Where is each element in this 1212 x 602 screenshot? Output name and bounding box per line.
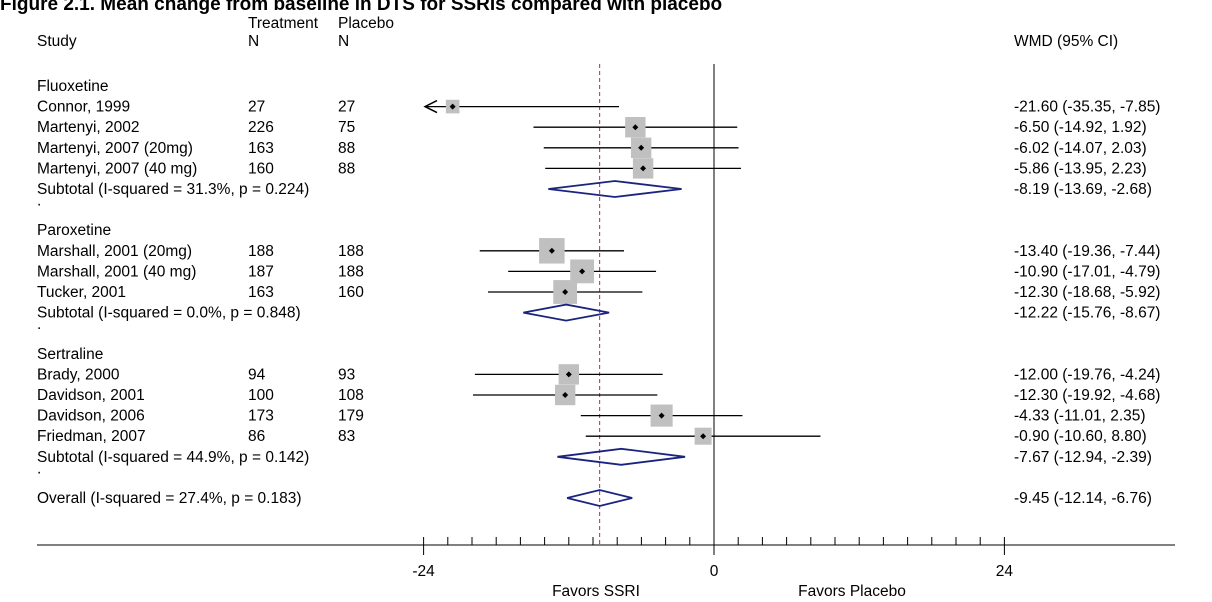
- x-tick-label: -24: [412, 563, 435, 580]
- study-ci-text: -12.30 (-19.92, -4.68): [1014, 387, 1160, 404]
- header-placebo: Placebo: [338, 15, 394, 32]
- treatment-n: 173: [248, 408, 274, 425]
- subtotal-label: Subtotal (I-squared = 0.0%, p = 0.848): [37, 305, 301, 322]
- treatment-n: 226: [248, 119, 274, 136]
- study-ci-text: -4.33 (-11.01, 2.35): [1014, 408, 1146, 425]
- study-point-estimate: [548, 247, 555, 254]
- placebo-n: 75: [338, 119, 355, 136]
- study-point-estimate: [640, 165, 647, 172]
- study-ci-text: -6.50 (-14.92, 1.92): [1014, 119, 1147, 136]
- study-point-estimate: [700, 433, 707, 440]
- x-axis-label-right: Favors Placebo: [798, 583, 906, 600]
- placebo-n: 179: [338, 408, 364, 425]
- subtotal-label: Subtotal (I-squared = 31.3%, p = 0.224): [37, 181, 309, 198]
- study-name: Martenyi, 2007 (40 mg): [37, 160, 197, 177]
- study-point-estimate: [658, 412, 665, 419]
- study-ci-text: -12.00 (-19.76, -4.24): [1014, 366, 1160, 383]
- header-treatment-n: N: [248, 33, 259, 50]
- study-name: Marshall, 2001 (20mg): [37, 243, 192, 260]
- treatment-n: 187: [248, 263, 274, 280]
- study-name: Connor, 1999: [37, 99, 130, 116]
- placebo-n: 83: [338, 428, 355, 445]
- placebo-n: 160: [338, 284, 364, 301]
- subtotal-label: Subtotal (I-squared = 44.9%, p = 0.142): [37, 449, 309, 466]
- study-point-estimate: [562, 289, 569, 295]
- subtotal-diamond: [523, 303, 610, 322]
- subtotal-diamond: [557, 447, 686, 466]
- ci-arrow: [423, 99, 438, 114]
- study-name: Davidson, 2001: [37, 387, 145, 404]
- study-point-estimate: [632, 124, 639, 131]
- study-ci-text: -12.30 (-18.68, -5.92): [1014, 284, 1160, 301]
- study-ci-text: -5.86 (-13.95, 2.23): [1014, 160, 1147, 177]
- subtotal-ci-text: -8.19 (-13.69, -2.68): [1014, 181, 1152, 198]
- treatment-n: 163: [248, 140, 274, 157]
- spacer-dot: .: [37, 193, 41, 210]
- study-name: Brady, 2000: [37, 366, 120, 383]
- x-axis-label-left: Favors SSRI: [552, 583, 640, 600]
- study-ci-text: -6.02 (-14.07, 2.03): [1014, 140, 1147, 157]
- study-ci-text: -10.90 (-17.01, -4.79): [1014, 263, 1160, 280]
- treatment-n: 160: [248, 160, 274, 177]
- treatment-n: 163: [248, 284, 274, 301]
- study-ci-text: -13.40 (-19.36, -7.44): [1014, 243, 1160, 260]
- group-label: Paroxetine: [37, 222, 111, 239]
- study-name: Martenyi, 2002: [37, 119, 140, 136]
- study-name: Friedman, 2007: [37, 428, 146, 445]
- x-axis: -24 0 24 Favors SSRI Favors Placebo: [37, 537, 1175, 600]
- study-point-estimate: [638, 144, 645, 151]
- placebo-n: 88: [338, 140, 355, 157]
- treatment-n: 86: [248, 428, 265, 445]
- placebo-n: 108: [338, 387, 364, 404]
- study-point-estimate: [562, 392, 569, 398]
- treatment-n: 27: [248, 99, 265, 116]
- header-treatment: Treatment: [248, 15, 319, 32]
- study-name: Davidson, 2006: [37, 408, 145, 425]
- placebo-n: 88: [338, 160, 355, 177]
- x-tick-label: 24: [996, 563, 1014, 580]
- study-ci-text: -0.90 (-10.60, 8.80): [1014, 428, 1147, 445]
- subtotal-ci-text: -12.22 (-15.76, -8.67): [1014, 305, 1160, 322]
- header-study: Study: [37, 33, 77, 50]
- placebo-n: 188: [338, 243, 364, 260]
- treatment-n: 94: [248, 366, 266, 383]
- study-name: Tucker, 2001: [37, 284, 126, 301]
- treatment-n: 188: [248, 243, 274, 260]
- overall-label: Overall (I-squared = 27.4%, p = 0.183): [37, 490, 302, 507]
- spacer-dot: .: [37, 316, 41, 333]
- group-label: Sertraline: [37, 346, 103, 363]
- treatment-n: 100: [248, 387, 274, 404]
- subtotal-ci-text: -7.67 (-12.94, -2.39): [1014, 449, 1152, 466]
- study-point-estimate: [579, 268, 586, 275]
- header-wmd: WMD (95% CI): [1014, 33, 1118, 50]
- placebo-n: 188: [338, 263, 364, 280]
- figure-title: Figure 2.1. Mean change from baseline in…: [0, 0, 723, 15]
- study-ci-text: -21.60 (-35.35, -7.85): [1014, 99, 1160, 116]
- spacer-dot: .: [37, 460, 41, 477]
- overall-diamond: [566, 489, 633, 507]
- placebo-n: 27: [338, 99, 355, 116]
- study-name: Martenyi, 2007 (20mg): [37, 140, 193, 157]
- x-tick-label: 0: [710, 563, 719, 580]
- study-point-estimate: [449, 103, 456, 110]
- placebo-n: 93: [338, 366, 355, 383]
- header-placebo-n: N: [338, 33, 349, 50]
- overall-ci-text: -9.45 (-12.14, -6.76): [1014, 490, 1152, 507]
- study-name: Marshall, 2001 (40 mg): [37, 263, 196, 280]
- study-point-estimate: [565, 371, 572, 378]
- forest-rows: Fluoxetine Connor, 1999 27 27 -21.60 (-35.35…: [37, 64, 1160, 545]
- group-label: Fluoxetine: [37, 78, 109, 95]
- subtotal-diamond: [548, 180, 682, 198]
